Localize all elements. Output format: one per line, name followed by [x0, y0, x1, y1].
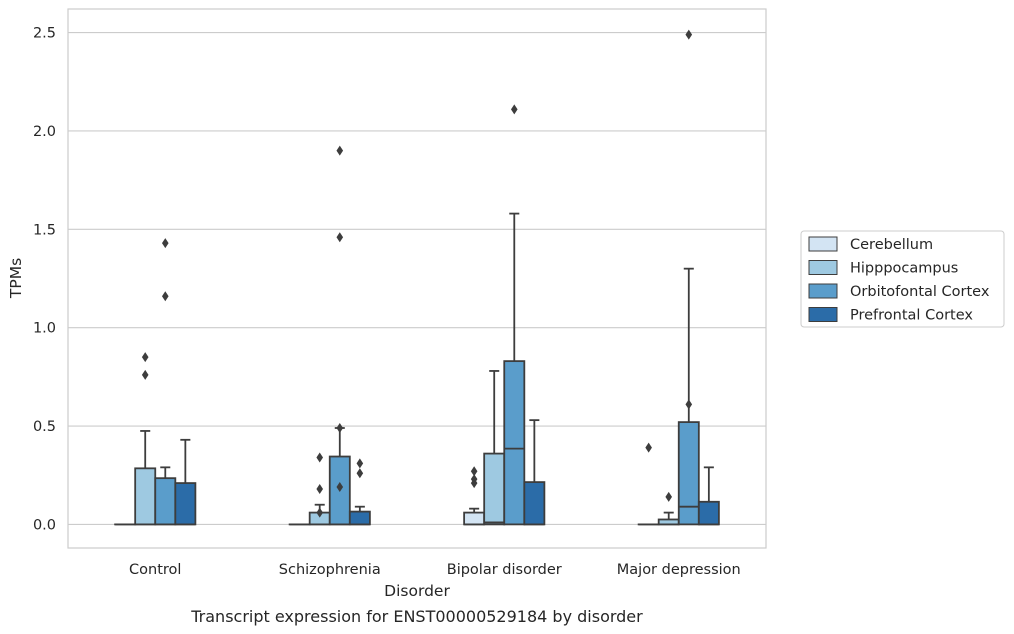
outlier-point	[161, 238, 169, 249]
x-tick-label: Bipolar disorder	[447, 562, 562, 578]
box-hipppocampus-1	[308, 452, 331, 526]
legend-entry-label: Hipppocampus	[850, 261, 958, 277]
box-body	[134, 467, 157, 526]
outlier-point	[316, 483, 324, 494]
x-tick-labels: Control Schizophrenia Bipolar disorder Majo…	[129, 562, 741, 578]
y-tick-label: 2.0	[33, 124, 56, 140]
box-hipppocampus-0	[134, 352, 157, 526]
legend-frame	[800, 230, 1005, 328]
outlier-point	[685, 29, 693, 40]
box-prefrontal-cortex-0	[174, 438, 197, 526]
outlier-point	[470, 466, 478, 477]
box-body	[523, 481, 546, 526]
box-prefrontal-cortex-1	[348, 458, 371, 526]
x-axis-label: Disorder	[384, 582, 450, 600]
outlier-point	[665, 491, 673, 502]
outlier-point	[141, 369, 149, 380]
x-tick-label: Control	[129, 562, 181, 578]
box-body	[463, 511, 486, 526]
y-tick-label: 0.0	[33, 517, 56, 533]
y-axis-label: TPMs	[7, 258, 25, 299]
box-body	[483, 452, 506, 526]
box-body	[348, 510, 371, 526]
y-tick-label: 2.5	[33, 26, 56, 42]
plot-area-frame	[67, 8, 767, 549]
legend-entry-label: Orbitofontal Cortex	[850, 284, 990, 300]
legend-swatch	[808, 260, 838, 275]
x-tick-label: Major depression	[617, 562, 741, 578]
box-orbitofontal-cortex-1	[328, 145, 351, 526]
outlier-point	[316, 507, 324, 518]
y-tick-label: 1.5	[33, 222, 56, 238]
outlier-point	[356, 458, 364, 469]
outlier-point	[685, 399, 693, 410]
legend-swatch	[808, 283, 838, 299]
x-tick-label: Schizophrenia	[279, 562, 381, 578]
outlier-point	[336, 232, 344, 243]
y-tick-label: 1.0	[33, 321, 56, 337]
outlier-point	[510, 104, 518, 115]
y-tick-labels: 0.0 0.5 1.0 1.5 2.0 2.5	[33, 26, 56, 534]
legend-entry-label: Prefrontal Cortex	[850, 308, 973, 324]
outlier-point	[336, 423, 344, 434]
outlier-point	[645, 442, 652, 453]
outlier-point	[470, 474, 478, 485]
box-series-group	[114, 29, 720, 526]
box-orbitofontal-cortex-3	[677, 29, 700, 526]
outlier-point	[161, 291, 169, 302]
box-prefrontal-cortex-2	[523, 419, 546, 526]
chart-caption: Transcript expression for ENST0000052918…	[190, 607, 643, 626]
outlier-point	[356, 468, 364, 479]
legend-swatch	[808, 307, 838, 322]
box-orbitofontal-cortex-2	[503, 104, 526, 526]
legend: Cerebellum Hipppocampus Orbitofontal Corte…	[800, 230, 1005, 328]
box-body	[154, 477, 177, 526]
outlier-point	[316, 452, 324, 463]
box-body	[174, 482, 197, 526]
legend-entry-label: Cerebellum	[850, 237, 933, 253]
y-tick-label: 0.5	[33, 419, 56, 435]
box-body	[697, 500, 720, 526]
box-body	[503, 360, 526, 526]
box-cerebellum-2	[463, 466, 486, 526]
outlier-point	[336, 482, 344, 493]
box-prefrontal-cortex-3	[697, 466, 720, 526]
box-hipppocampus-2	[483, 370, 506, 526]
outlier-point	[336, 145, 344, 156]
legend-swatch	[808, 236, 838, 252]
outlier-point	[141, 352, 149, 363]
box-body	[677, 421, 700, 526]
